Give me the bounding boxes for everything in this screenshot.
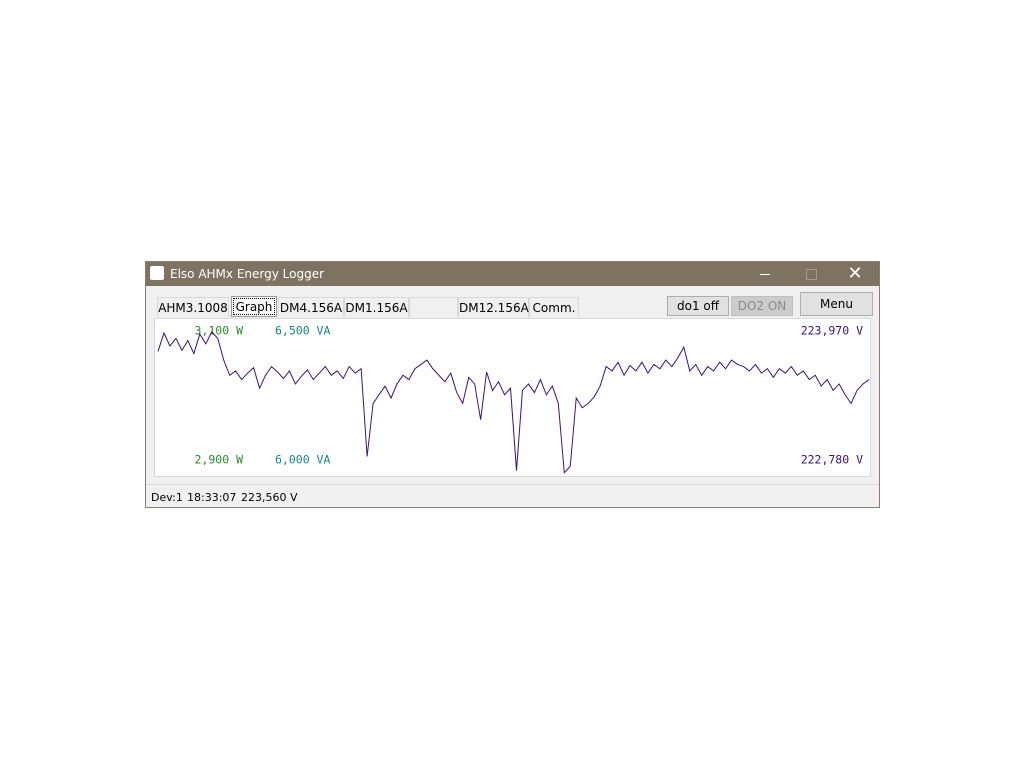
app-window: Elso AHMx Energy Logger ✕ AHM3.1008 Grap…: [145, 261, 880, 508]
tab[interactable]: DM12.156A: [458, 297, 529, 317]
status-device: Dev:1: [151, 491, 183, 504]
tab[interactable]: Comm.: [529, 297, 579, 317]
w-tick-label: 3,100 W: [195, 323, 244, 337]
do2-button: DO2 ON: [731, 296, 793, 316]
minimize-button[interactable]: [736, 262, 794, 286]
tab[interactable]: DM4.156A: [278, 297, 344, 317]
tab[interactable]: AHM3.1008: [157, 297, 229, 317]
title-bar: Elso AHMx Energy Logger ✕: [146, 262, 879, 286]
va-tick-label: 6,000 VA: [275, 452, 330, 466]
va-tick-label: 6,500 VA: [275, 323, 330, 337]
status-voltage: 223,560 V: [241, 491, 298, 504]
maximize-button: [782, 262, 828, 286]
status-time: 18:33:07: [187, 491, 237, 504]
menu-button[interactable]: Menu: [800, 292, 873, 316]
chart: 223,970 V 3,100 W 6,500 VA 222,780 V 2,900 W…: [157, 323, 870, 474]
status-separator: [146, 484, 879, 485]
tab-selected[interactable]: Graph: [231, 296, 277, 317]
v-tick-label: 223,970 V: [801, 323, 863, 337]
voltage-line: [157, 331, 870, 474]
w-tick-label: 2,900 W: [195, 452, 244, 466]
window-title: Elso AHMx Energy Logger: [170, 267, 325, 281]
do1-button[interactable]: do1 off: [667, 296, 729, 316]
close-button[interactable]: ✕: [847, 263, 863, 284]
tab[interactable]: [409, 297, 458, 317]
v-tick-label: 222,780 V: [801, 452, 863, 466]
tab[interactable]: DM1.156A: [344, 297, 409, 317]
app-icon: [150, 266, 164, 280]
graph-panel: 223,970 V 3,100 W 6,500 VA 222,780 V 2,900 W…: [154, 318, 871, 477]
